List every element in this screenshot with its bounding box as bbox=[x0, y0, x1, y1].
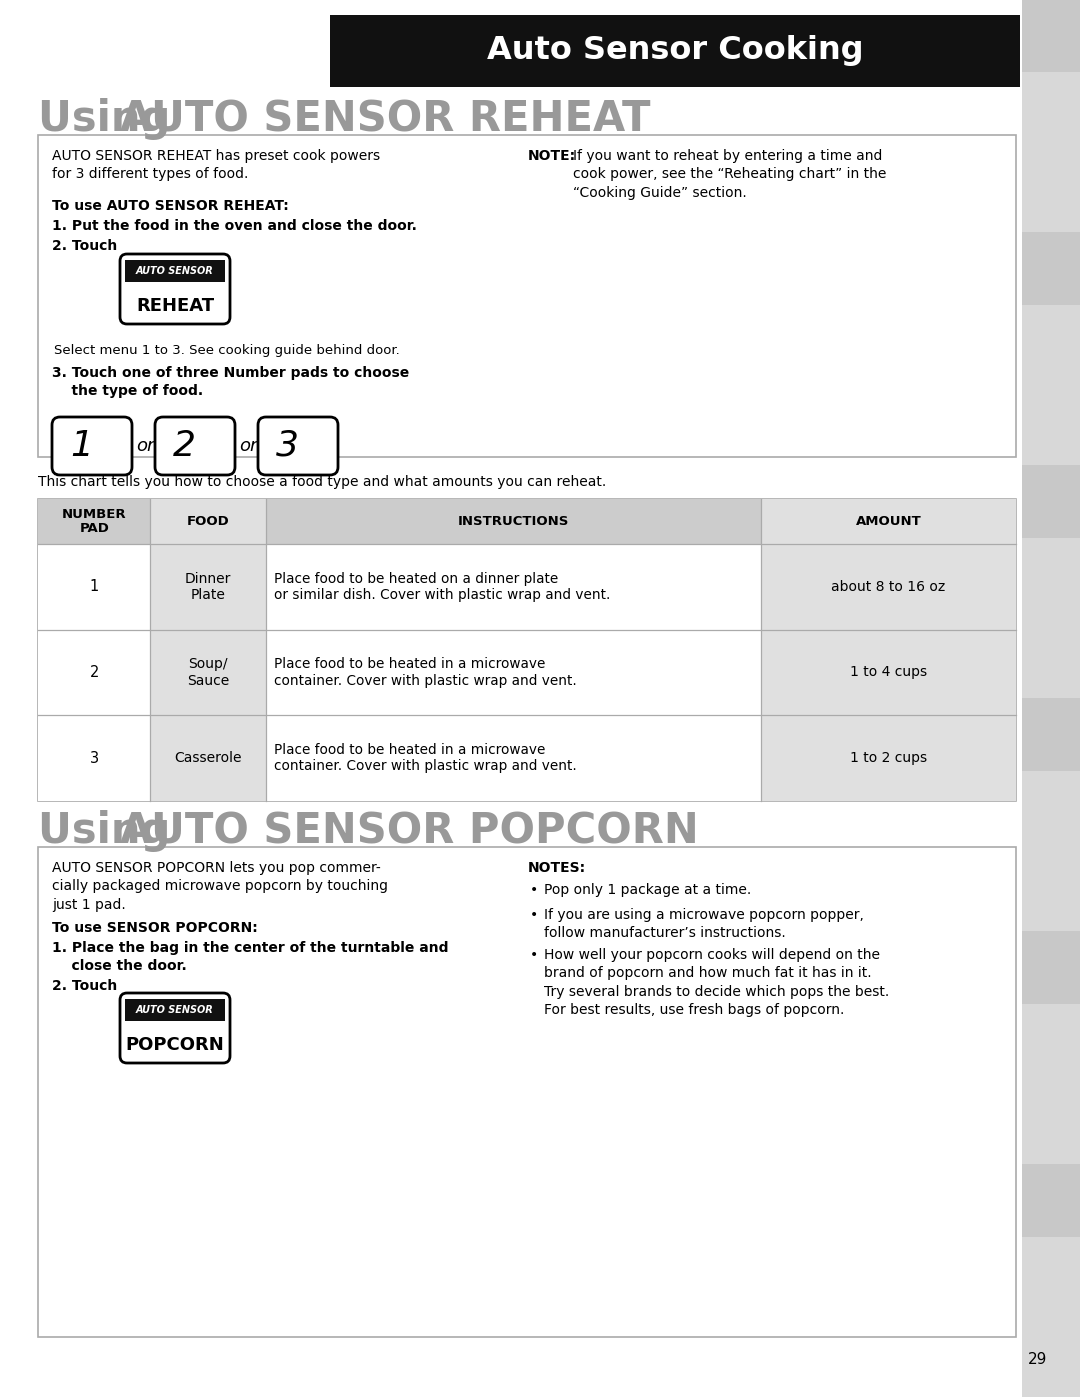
Bar bbox=[266, 543, 760, 630]
Text: REHEAT: REHEAT bbox=[136, 298, 214, 314]
Text: To use SENSOR POPCORN:: To use SENSOR POPCORN: bbox=[52, 921, 258, 935]
Text: 1. Place the bag in the center of the turntable and
    close the door.: 1. Place the bag in the center of the tu… bbox=[52, 942, 448, 974]
Text: To use AUTO SENSOR REHEAT:: To use AUTO SENSOR REHEAT: bbox=[52, 198, 288, 212]
Bar bbox=[266, 630, 760, 715]
Text: 1. Put the food in the oven and close the door.: 1. Put the food in the oven and close th… bbox=[52, 219, 417, 233]
Text: or: or bbox=[239, 437, 257, 455]
Text: 3: 3 bbox=[276, 429, 299, 462]
Text: Soup/
Sauce: Soup/ Sauce bbox=[187, 658, 229, 687]
Bar bbox=[1022, 1236, 1080, 1397]
FancyBboxPatch shape bbox=[52, 416, 132, 475]
Text: INSTRUCTIONS: INSTRUCTIONS bbox=[458, 515, 569, 528]
Bar bbox=[150, 630, 266, 715]
Bar bbox=[266, 499, 760, 543]
Text: AUTO SENSOR POPCORN lets you pop commer-
cially packaged microwave popcorn by to: AUTO SENSOR POPCORN lets you pop commer-… bbox=[52, 861, 388, 912]
Text: 1: 1 bbox=[70, 429, 93, 462]
Text: AUTO SENSOR REHEAT has preset cook powers
for 3 different types of food.: AUTO SENSOR REHEAT has preset cook power… bbox=[52, 149, 380, 182]
Text: 1 to 4 cups: 1 to 4 cups bbox=[850, 665, 927, 679]
Bar bbox=[1022, 305, 1080, 465]
Text: Pop only 1 package at a time.: Pop only 1 package at a time. bbox=[544, 883, 752, 897]
Bar bbox=[1022, 1004, 1080, 1164]
Text: 2. Touch: 2. Touch bbox=[52, 979, 118, 993]
Text: Place food to be heated in a microwave
container. Cover with plastic wrap and ve: Place food to be heated in a microwave c… bbox=[274, 658, 577, 687]
FancyBboxPatch shape bbox=[258, 416, 338, 475]
Text: Place food to be heated in a microwave
container. Cover with plastic wrap and ve: Place food to be heated in a microwave c… bbox=[274, 743, 577, 774]
Bar bbox=[150, 499, 266, 543]
Text: •: • bbox=[530, 883, 538, 897]
Text: AUTO SENSOR REHEAT: AUTO SENSOR REHEAT bbox=[120, 98, 650, 140]
Text: Select menu 1 to 3. See cooking guide behind door.: Select menu 1 to 3. See cooking guide be… bbox=[54, 344, 400, 358]
Text: 29: 29 bbox=[1028, 1351, 1048, 1366]
Text: NOTE:: NOTE: bbox=[528, 149, 576, 163]
Text: AUTO SENSOR: AUTO SENSOR bbox=[136, 265, 214, 277]
Text: NOTES:: NOTES: bbox=[528, 861, 586, 875]
Bar bbox=[38, 136, 1016, 457]
Text: How well your popcorn cooks will depend on the
brand of popcorn and how much fat: How well your popcorn cooks will depend … bbox=[544, 949, 889, 1017]
Text: Auto Sensor Cooking: Auto Sensor Cooking bbox=[487, 35, 863, 67]
Text: AUTO SENSOR POPCORN: AUTO SENSOR POPCORN bbox=[120, 810, 699, 852]
FancyBboxPatch shape bbox=[120, 993, 230, 1063]
Bar bbox=[760, 715, 1016, 800]
Text: 2. Touch: 2. Touch bbox=[52, 239, 118, 253]
Bar bbox=[150, 543, 266, 630]
Bar bbox=[1022, 771, 1080, 930]
Text: If you are using a microwave popcorn popper,
follow manufacturer’s instructions.: If you are using a microwave popcorn pop… bbox=[544, 908, 864, 940]
Text: This chart tells you how to choose a food type and what amounts you can reheat.: This chart tells you how to choose a foo… bbox=[38, 475, 606, 489]
Text: 2: 2 bbox=[173, 429, 195, 462]
Bar bbox=[125, 999, 225, 1021]
Bar bbox=[760, 499, 1016, 543]
Text: 3. Touch one of three Number pads to choose
    the type of food.: 3. Touch one of three Number pads to cho… bbox=[52, 366, 409, 398]
Bar bbox=[1022, 73, 1080, 232]
Text: Using: Using bbox=[38, 810, 185, 852]
Bar bbox=[330, 15, 1020, 87]
Bar bbox=[38, 847, 1016, 1337]
Text: 1 to 2 cups: 1 to 2 cups bbox=[850, 752, 927, 766]
FancyBboxPatch shape bbox=[156, 416, 235, 475]
FancyBboxPatch shape bbox=[120, 254, 230, 324]
Text: about 8 to 16 oz: about 8 to 16 oz bbox=[832, 580, 945, 594]
Text: Using: Using bbox=[38, 98, 185, 140]
Text: Place food to be heated on a dinner plate
or similar dish. Cover with plastic wr: Place food to be heated on a dinner plat… bbox=[274, 571, 610, 602]
Text: If you want to reheat by entering a time and
cook power, see the “Reheating char: If you want to reheat by entering a time… bbox=[573, 149, 887, 200]
Text: 3: 3 bbox=[90, 750, 98, 766]
Bar bbox=[266, 715, 760, 800]
Text: Casserole: Casserole bbox=[175, 752, 242, 766]
Bar bbox=[38, 499, 1016, 800]
Text: 1: 1 bbox=[90, 580, 99, 594]
Text: FOOD: FOOD bbox=[187, 515, 230, 528]
Bar bbox=[38, 499, 150, 543]
Text: NUMBER
PAD: NUMBER PAD bbox=[62, 507, 126, 535]
Text: 2: 2 bbox=[90, 665, 99, 680]
Text: Dinner
Plate: Dinner Plate bbox=[185, 571, 231, 602]
Bar bbox=[760, 630, 1016, 715]
Bar bbox=[38, 630, 150, 715]
Text: AMOUNT: AMOUNT bbox=[855, 515, 921, 528]
Text: POPCORN: POPCORN bbox=[125, 1037, 225, 1053]
Bar bbox=[125, 260, 225, 282]
Text: or: or bbox=[136, 437, 154, 455]
Text: AUTO SENSOR: AUTO SENSOR bbox=[136, 1004, 214, 1016]
Bar bbox=[150, 715, 266, 800]
Text: •: • bbox=[530, 908, 538, 922]
Bar bbox=[760, 543, 1016, 630]
Bar bbox=[38, 715, 150, 800]
Bar bbox=[1022, 538, 1080, 698]
Bar bbox=[38, 543, 150, 630]
Text: •: • bbox=[530, 949, 538, 963]
Bar bbox=[1022, 0, 1080, 1397]
